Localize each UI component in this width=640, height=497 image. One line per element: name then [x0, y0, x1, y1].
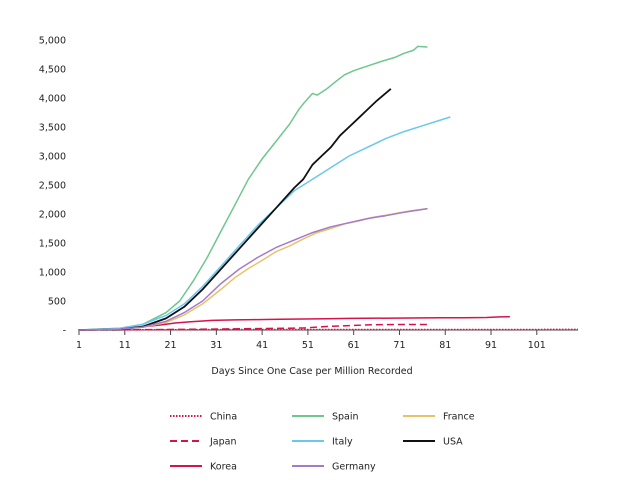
y-tick-label: 1,000 — [39, 268, 66, 279]
x-tick-label: 71 — [393, 340, 405, 351]
series-line-italy — [78, 116, 451, 331]
legend-item-usa: USA — [403, 437, 463, 448]
legend-label: Korea — [210, 462, 237, 473]
y-tick-label: 2,500 — [39, 181, 66, 192]
legend-label: Italy — [332, 437, 353, 448]
series-layer — [78, 45, 579, 331]
x-tick-label: 101 — [528, 340, 546, 351]
y-tick-label: 4,500 — [39, 65, 66, 76]
x-tick-label: 51 — [302, 340, 314, 351]
x-tick-label: 81 — [439, 340, 451, 351]
x-tick-label: 21 — [165, 340, 177, 351]
y-tick-label: 3,500 — [39, 123, 66, 134]
legend-label: USA — [443, 437, 463, 448]
series-line-korea — [78, 315, 511, 331]
x-tick-label: 61 — [348, 340, 360, 351]
series-line-france — [78, 208, 428, 331]
series-line-spain — [78, 45, 428, 331]
legend-label: Japan — [209, 437, 237, 448]
x-axis-title: Days Since One Case per Million Recorded — [211, 366, 412, 377]
legend-item-germany: Germany — [292, 462, 376, 473]
y-tick-label: - — [63, 326, 66, 337]
legend-label: Germany — [332, 462, 376, 473]
legend-item-japan: Japan — [170, 437, 237, 448]
series-line-germany — [78, 208, 428, 331]
y-tick-label: 500 — [48, 297, 66, 308]
legend-item-china: China — [170, 412, 237, 423]
legend-label: China — [210, 412, 237, 423]
legend-label: Spain — [332, 412, 359, 423]
x-tick-label: 11 — [119, 340, 131, 351]
x-axis: 1 11 21 31 41 51 61 71 81 91 101 — [76, 330, 546, 351]
legend-item-spain: Spain — [292, 412, 359, 423]
legend-item-italy: Italy — [292, 437, 353, 448]
y-tick-label: 3,000 — [39, 152, 66, 163]
x-tick-label: 1 — [76, 340, 82, 351]
x-tick-label: 31 — [210, 340, 222, 351]
y-tick-label: 2,000 — [39, 210, 66, 221]
y-tick-label: 5,000 — [39, 36, 66, 47]
legend-item-france: France — [403, 412, 475, 423]
x-tick-label: 41 — [256, 340, 268, 351]
series-line-japan — [78, 323, 427, 331]
series-line-usa — [78, 88, 392, 331]
y-axis: - 500 1,000 1,500 2,000 2,500 3,000 3,500 4,000 4… — [39, 36, 66, 337]
legend-label: France — [443, 412, 475, 423]
x-tick-label: 91 — [485, 340, 497, 351]
y-tick-label: 4,000 — [39, 94, 66, 105]
y-tick-label: 1,500 — [39, 239, 66, 250]
legend-item-korea: Korea — [170, 462, 237, 473]
legend: China Spain France Japan Italy USA Korea German… — [170, 412, 475, 473]
